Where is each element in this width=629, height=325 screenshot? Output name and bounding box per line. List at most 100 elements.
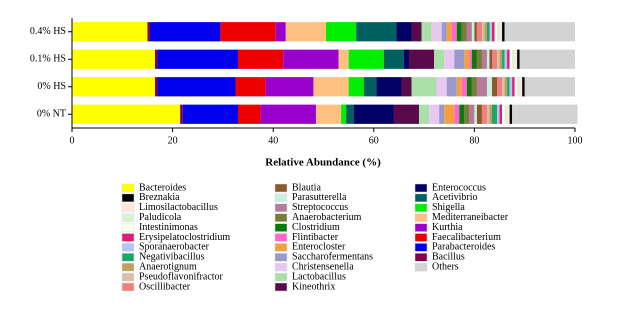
bar-segment bbox=[497, 104, 500, 124]
bar-segment bbox=[476, 49, 482, 69]
bar-segment bbox=[497, 77, 503, 97]
legend-label: Intestinimonas bbox=[139, 222, 198, 233]
legend-label: Enterocloster bbox=[292, 242, 346, 253]
bar-segment bbox=[393, 104, 420, 124]
bar-segment bbox=[348, 49, 384, 69]
bar-segment bbox=[396, 22, 412, 42]
legend-label: Pseudoflavonifractor bbox=[139, 271, 224, 282]
legend-swatch bbox=[414, 213, 428, 222]
legend-label: Sporanaerobacter bbox=[139, 242, 210, 253]
legend-swatch bbox=[121, 193, 135, 203]
bar-segment bbox=[72, 49, 155, 69]
bar-segment bbox=[456, 77, 462, 97]
legend-swatch bbox=[121, 243, 135, 252]
bar-segment bbox=[492, 104, 498, 124]
legend-label: Kineothrix bbox=[292, 281, 335, 292]
legend-swatch bbox=[274, 272, 288, 282]
legend-swatch bbox=[274, 183, 288, 193]
legend-swatch bbox=[414, 183, 428, 193]
bar-segment bbox=[461, 77, 467, 97]
legend-label: Faecalibacterium bbox=[432, 232, 501, 243]
bar-segment bbox=[502, 77, 505, 97]
legend-swatch bbox=[121, 272, 135, 282]
bar-segment bbox=[383, 49, 404, 69]
legend-swatch bbox=[274, 253, 288, 262]
legend-label: Lactobacillus bbox=[292, 271, 346, 282]
bar-segment bbox=[446, 22, 452, 42]
legend-label: Blautia bbox=[292, 182, 321, 193]
bar-segment bbox=[512, 49, 515, 69]
bar-segment bbox=[461, 22, 467, 42]
bar-segment bbox=[509, 104, 513, 124]
bar-segment bbox=[454, 104, 460, 124]
x-tick-label: 0 bbox=[70, 135, 75, 146]
bar-segment bbox=[147, 22, 150, 42]
bar-segment bbox=[285, 22, 327, 42]
bar-segment bbox=[476, 104, 482, 124]
bar-segment bbox=[524, 77, 575, 97]
legend-label: Paludicola bbox=[139, 212, 182, 223]
bar-segment bbox=[471, 77, 477, 97]
bar-segment bbox=[519, 77, 523, 97]
legend-label: Christensenella bbox=[292, 261, 354, 272]
bar-segment bbox=[466, 77, 472, 97]
bar-segment bbox=[504, 22, 575, 42]
bar-segment bbox=[504, 77, 508, 97]
bar-segment bbox=[154, 77, 158, 97]
legend-swatch bbox=[414, 253, 428, 262]
legend-swatch bbox=[274, 233, 288, 242]
bar-segment bbox=[72, 22, 148, 42]
legend-label: Breznakia bbox=[139, 192, 180, 203]
bar-segment bbox=[157, 77, 236, 97]
bar-segment bbox=[265, 77, 314, 97]
bar-segment bbox=[411, 77, 437, 97]
bar-segment bbox=[444, 104, 455, 124]
legend-label: Mediterraneibacter bbox=[432, 212, 509, 223]
bar-segment bbox=[481, 22, 485, 42]
bar-segment bbox=[283, 49, 339, 69]
bar-segment bbox=[180, 104, 183, 124]
bar-segment bbox=[451, 22, 457, 42]
bar-segment bbox=[486, 104, 490, 124]
bar-segment bbox=[409, 49, 435, 69]
bar-segment bbox=[326, 22, 357, 42]
bar-segment bbox=[469, 49, 472, 69]
legend-swatch bbox=[274, 223, 288, 232]
bar-segment bbox=[507, 77, 510, 97]
bar-segment bbox=[476, 77, 487, 97]
bar-segment bbox=[464, 104, 470, 124]
legend-label: Bacillus bbox=[432, 252, 465, 263]
bar-segment bbox=[492, 49, 498, 69]
bar-segment bbox=[419, 104, 430, 124]
bar-segment bbox=[486, 22, 490, 42]
legend-label: Negativibacillus bbox=[139, 252, 205, 263]
bar-segment bbox=[484, 22, 487, 42]
legend-label: Flintibacter bbox=[292, 232, 339, 243]
bar-segment bbox=[512, 104, 578, 124]
bar-segment bbox=[492, 22, 495, 42]
bar-segment bbox=[431, 22, 442, 42]
bar-segment bbox=[446, 77, 457, 97]
legend-swatch bbox=[274, 203, 288, 213]
bar-segment bbox=[237, 49, 284, 69]
legend-swatch bbox=[121, 223, 135, 232]
bar-segment bbox=[411, 22, 422, 42]
bar-segment bbox=[504, 49, 508, 69]
bar-segment bbox=[456, 22, 462, 42]
bar-segment bbox=[512, 77, 515, 97]
bar-segment bbox=[476, 22, 482, 42]
bar-segment bbox=[260, 104, 316, 124]
legend-label: Erysipelatoclostridium bbox=[139, 232, 230, 243]
bar-segment bbox=[514, 49, 518, 69]
bar-segment bbox=[504, 104, 508, 124]
bar-segment bbox=[439, 104, 445, 124]
bar-segment bbox=[434, 49, 445, 69]
bar-segment bbox=[237, 104, 261, 124]
legend-swatch bbox=[414, 262, 428, 272]
y-tick-label: 0.1% HS bbox=[30, 54, 66, 65]
bar-segment bbox=[481, 49, 487, 69]
bar-segment bbox=[469, 104, 475, 124]
bar-segment bbox=[522, 77, 525, 97]
legend-swatch bbox=[414, 193, 428, 203]
